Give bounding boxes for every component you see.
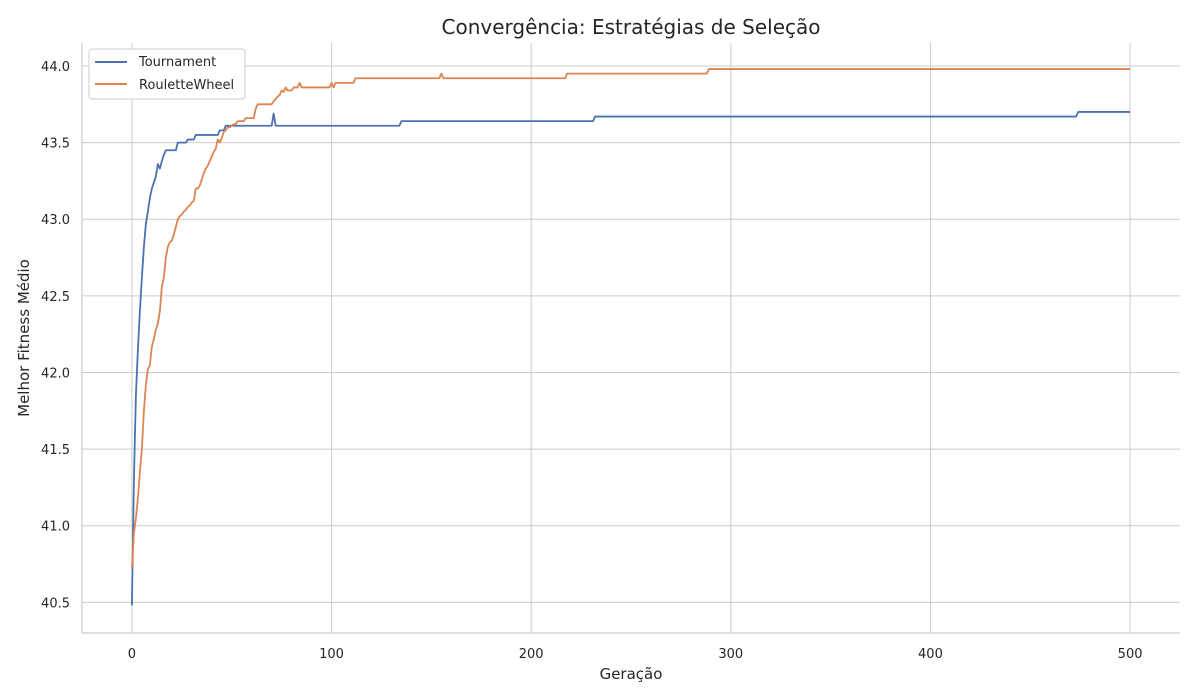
legend: Tournament RouletteWheel xyxy=(88,48,246,100)
y-tick-label: 43.5 xyxy=(41,137,70,152)
y-tick-label: 43.0 xyxy=(41,213,70,228)
x-tick-label: 500 xyxy=(1118,647,1143,662)
y-tick-label: 40.5 xyxy=(41,596,70,611)
series-lines xyxy=(131,68,1131,606)
y-tick-label: 41.5 xyxy=(41,443,70,458)
x-axis-label: Geração xyxy=(600,665,663,683)
series-line-roulettewheel xyxy=(131,68,1131,569)
y-tick-label: 41.0 xyxy=(41,520,70,535)
y-axis-label: Melhor Fitness Médio xyxy=(15,259,33,417)
legend-box xyxy=(88,48,246,100)
legend-label-roulettewheel: RouletteWheel xyxy=(139,78,234,93)
x-tick-label: 200 xyxy=(519,647,544,662)
series-line-tournament xyxy=(131,111,1131,606)
chart-title: Convergência: Estratégias de Seleção xyxy=(442,15,821,39)
x-tick-label: 400 xyxy=(918,647,943,662)
legend-label-tournament: Tournament xyxy=(138,55,216,70)
grid xyxy=(82,43,1180,633)
x-tick-label: 100 xyxy=(319,647,344,662)
y-tick-labels: 40.5 41.0 41.5 42.0 42.5 43.0 43.5 44.0 xyxy=(41,60,70,611)
x-tick-label: 300 xyxy=(718,647,743,662)
y-tick-label: 44.0 xyxy=(41,60,70,75)
x-tick-label: 0 xyxy=(128,647,136,662)
y-tick-label: 42.5 xyxy=(41,290,70,305)
y-tick-label: 42.0 xyxy=(41,366,70,381)
x-tick-labels: 0 100 200 300 400 500 xyxy=(128,647,1143,662)
axes xyxy=(81,43,1180,634)
